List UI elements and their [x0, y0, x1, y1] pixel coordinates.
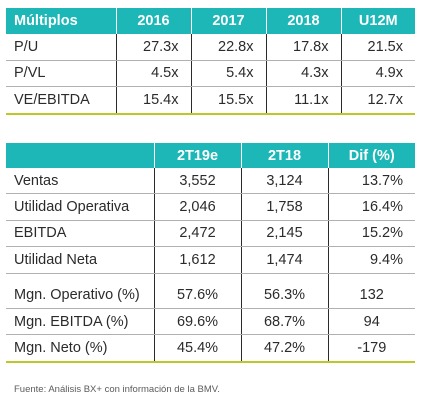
cell-value: -179 [327, 334, 415, 363]
cell-value: 56.3% [240, 282, 328, 309]
multiples-header-2016: 2016 [115, 8, 191, 34]
row-label: Mgn. Operativo (%) [6, 282, 154, 309]
row-label: P/U [6, 34, 116, 61]
cell-value: 4.3x [265, 60, 341, 87]
results-table: 2T19e 2T18 Dif (%) Ventas 3,552 3,124 13… [6, 143, 415, 363]
table-row: P/U 27.3x 22.8x 17.8x 21.5x [6, 34, 415, 61]
multiples-header-label: Múltiplos [6, 8, 116, 34]
table-row: VE/EBITDA 15.4x 15.5x 11.1x 12.7x [6, 86, 415, 115]
row-label: Mgn. Neto (%) [6, 334, 154, 363]
cell-value: 15.4x [115, 86, 191, 115]
cell-value: 2,145 [240, 220, 328, 248]
row-label: Utilidad Neta [6, 246, 154, 274]
results-header-2t19e: 2T19e [153, 143, 241, 168]
cell-value: 15.5x [190, 86, 266, 115]
cell-value: 16.4% [327, 193, 415, 221]
multiples-table: Múltiplos 2016 2017 2018 U12M P/U 27.3x … [6, 8, 415, 115]
cell-value: 1,758 [240, 193, 328, 221]
multiples-header-row: Múltiplos 2016 2017 2018 U12M [6, 8, 415, 34]
cell-value: 22.8x [190, 34, 266, 61]
row-label: VE/EBITDA [6, 86, 116, 115]
source-note: Fuente: Análisis BX+ con información de … [14, 384, 220, 395]
table-row: Utilidad Neta 1,612 1,474 9.4% [6, 246, 415, 274]
cell-value: 69.6% [153, 308, 241, 336]
cell-value: 45.4% [153, 334, 241, 363]
cell-value: 17.8x [265, 34, 341, 61]
cell-value: 132 [327, 282, 415, 309]
row-label: EBITDA [6, 220, 154, 248]
cell-value: 5.4x [190, 60, 266, 87]
cell-value: 2,046 [153, 193, 241, 221]
cell-value: 4.5x [115, 60, 191, 87]
cell-value: 3,552 [153, 168, 241, 195]
results-header-label [6, 143, 154, 168]
table-row: Mgn. Operativo (%) 57.6% 56.3% 132 [6, 282, 415, 309]
multiples-header-2017: 2017 [190, 8, 266, 34]
cell-value: 94 [327, 308, 415, 336]
table-row: Utilidad Operativa 2,046 1,758 16.4% [6, 193, 415, 221]
row-label: Utilidad Operativa [6, 193, 154, 221]
cell-value: 1,474 [240, 246, 328, 274]
table-row: EBITDA 2,472 2,145 15.2% [6, 220, 415, 248]
cell-value: 47.2% [240, 334, 328, 363]
results-header-row: 2T19e 2T18 Dif (%) [6, 143, 415, 168]
cell-value: 68.7% [240, 308, 328, 336]
cell-value: 2,472 [153, 220, 241, 248]
table-row: Mgn. Neto (%) 45.4% 47.2% -179 [6, 334, 415, 363]
cell-value: 11.1x [265, 86, 341, 115]
row-spacer [6, 273, 415, 283]
cell-value: 4.9x [340, 60, 415, 87]
results-header-dif: Dif (%) [327, 143, 415, 168]
multiples-header-2018: 2018 [265, 8, 341, 34]
table-row: Ventas 3,552 3,124 13.7% [6, 168, 415, 195]
cell-value: 15.2% [327, 220, 415, 248]
cell-value: 3,124 [240, 168, 328, 195]
cell-value: 57.6% [153, 282, 241, 309]
cell-value: 21.5x [340, 34, 415, 61]
table-row: Mgn. EBITDA (%) 69.6% 68.7% 94 [6, 308, 415, 336]
cell-value: 13.7% [327, 168, 415, 195]
row-label: Mgn. EBITDA (%) [6, 308, 154, 336]
cell-value: 27.3x [115, 34, 191, 61]
cell-value: 9.4% [327, 246, 415, 274]
row-label: P/VL [6, 60, 116, 87]
multiples-header-u12m: U12M [340, 8, 415, 34]
table-row: P/VL 4.5x 5.4x 4.3x 4.9x [6, 60, 415, 87]
cell-value: 1,612 [153, 246, 241, 274]
cell-value: 12.7x [340, 86, 415, 115]
row-label: Ventas [6, 168, 154, 195]
results-header-2t18: 2T18 [240, 143, 328, 168]
